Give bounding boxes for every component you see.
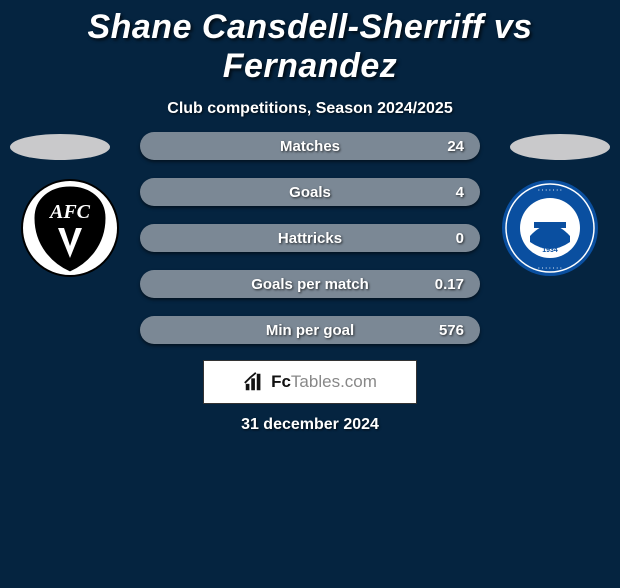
club-badge-left: AFC [20, 178, 120, 278]
stat-row: Matches 24 [140, 132, 480, 160]
stat-row: Hattricks 0 [140, 224, 480, 252]
stat-row: Goals 4 [140, 178, 480, 206]
stat-right-value: 0.17 [435, 276, 464, 293]
stat-label: Matches [140, 138, 480, 155]
shadow-ellipse-left [10, 134, 110, 160]
svg-text:1934: 1934 [542, 247, 558, 254]
svg-text:· · · · · · ·: · · · · · · · [538, 266, 562, 272]
stat-right-value: 576 [439, 322, 464, 339]
stat-right-value: 0 [456, 230, 464, 247]
club-badge-right: 1934 · · · · · · · · · · · · · · [500, 178, 600, 278]
stat-label: Hattricks [140, 230, 480, 247]
svg-text:· · · · · · ·: · · · · · · · [538, 188, 562, 194]
svg-text:AFC: AFC [48, 201, 91, 223]
comparison-subtitle: Club competitions, Season 2024/2025 [0, 100, 620, 118]
stat-label: Min per goal [140, 322, 480, 339]
logo-text: FcTables.com [271, 372, 377, 392]
comparison-title: Shane Cansdell-Sherriff vs Fernandez [0, 8, 620, 86]
stats-container: Matches 24 Goals 4 Hattricks 0 Goals per… [140, 132, 480, 344]
stat-row: Goals per match 0.17 [140, 270, 480, 298]
bar-chart-icon [243, 371, 265, 393]
snapshot-date: 31 december 2024 [0, 416, 620, 434]
stat-label: Goals [140, 184, 480, 201]
logo-suffix: .com [340, 372, 377, 391]
stat-label: Goals per match [140, 276, 480, 293]
logo-tables: Tables [291, 372, 340, 391]
logo-fc: Fc [271, 372, 291, 391]
stat-row: Min per goal 576 [140, 316, 480, 344]
stat-right-value: 24 [447, 138, 464, 155]
stat-right-value: 4 [456, 184, 464, 201]
shadow-ellipse-right [510, 134, 610, 160]
fctables-logo: FcTables.com [203, 360, 417, 404]
